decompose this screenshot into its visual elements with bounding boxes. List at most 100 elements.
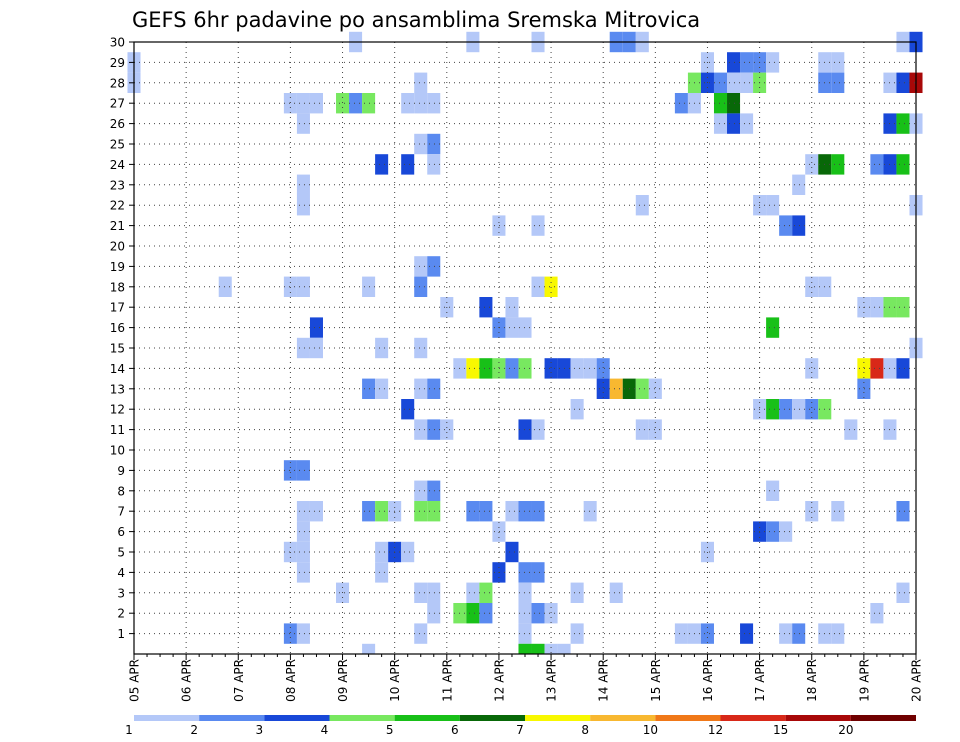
- y-tick-label: 14: [110, 362, 125, 376]
- precip-cell: [479, 501, 493, 522]
- y-tick-label: 3: [117, 586, 125, 600]
- legend-swatch: [134, 715, 200, 721]
- precip-cell: [466, 501, 480, 522]
- precip-cell: [283, 93, 297, 114]
- x-tick-label: 17 APR: [753, 659, 767, 702]
- precip-cell: [401, 541, 415, 563]
- precip-cell: [414, 582, 428, 603]
- precip-cell: [570, 582, 584, 603]
- precip-cell: [766, 480, 780, 501]
- precip-cell: [635, 195, 649, 216]
- precip-cell: [401, 154, 415, 175]
- precip-cell: [870, 297, 884, 318]
- precip-cell: [557, 643, 571, 654]
- precip-cell: [336, 93, 350, 114]
- y-tick-label: 24: [110, 158, 125, 172]
- y-tick-label: 16: [110, 321, 125, 335]
- precip-cell: [805, 399, 819, 420]
- precip-cell: [414, 378, 428, 399]
- precip-cell: [375, 562, 389, 583]
- precip-cell: [779, 521, 793, 542]
- y-tick-label: 21: [110, 219, 125, 233]
- y-tick-label: 6: [117, 525, 125, 539]
- precip-cell: [713, 93, 728, 114]
- precip-cell: [427, 378, 441, 399]
- legend-swatch: [199, 715, 265, 721]
- precip-cell: [296, 501, 310, 522]
- color-legend: 1 2 3 4 5 6 7 8 10 12 15 20: [125, 715, 916, 737]
- precip-cell: [583, 501, 597, 522]
- precip-cell: [831, 72, 845, 93]
- precip-cell: [544, 643, 558, 654]
- y-tick-label: 2: [117, 607, 125, 621]
- precip-cell: [505, 541, 519, 563]
- precip-cell: [896, 501, 910, 522]
- y-tick-label: 5: [117, 546, 125, 560]
- precip-cell: [857, 358, 871, 379]
- precip-cell: [309, 317, 323, 338]
- precip-cell: [427, 480, 441, 501]
- precip-cell: [727, 52, 741, 73]
- precip-cell: [713, 72, 728, 93]
- precip-cell: [805, 154, 819, 175]
- y-tick-label: 17: [110, 301, 125, 315]
- y-tick-label: 23: [110, 178, 125, 192]
- precip-cell: [427, 93, 441, 114]
- precip-cell: [674, 93, 688, 114]
- precip-cell: [648, 419, 662, 440]
- precip-cell: [896, 358, 910, 379]
- y-tick-label: 25: [110, 138, 125, 152]
- precip-cell: [362, 501, 376, 522]
- precip-cell: [505, 501, 519, 522]
- legend-label: 2: [190, 723, 198, 737]
- precip-cell: [375, 154, 389, 175]
- y-tick-label: 13: [110, 382, 125, 396]
- precip-cell: [414, 72, 428, 93]
- precip-cell: [792, 399, 806, 420]
- legend-label: 7: [516, 723, 524, 737]
- y-tick-label: 19: [110, 260, 125, 274]
- precip-cell: [766, 195, 780, 216]
- x-tick-label: 11 APR: [440, 659, 454, 702]
- precip-cell: [596, 378, 610, 399]
- precip-cell: [844, 419, 858, 440]
- y-tick-label: 1: [117, 627, 125, 641]
- x-tick-label: 07 APR: [232, 659, 246, 702]
- y-tick-label: 12: [110, 403, 125, 417]
- precip-cell: [479, 603, 493, 624]
- y-tick-label: 22: [110, 199, 125, 213]
- precip-cell: [296, 195, 310, 216]
- y-tick-label: 18: [110, 280, 125, 294]
- precip-cell: [505, 297, 519, 318]
- precip-cell: [296, 276, 310, 297]
- precip-cell: [296, 541, 310, 563]
- legend-swatch: [590, 715, 656, 721]
- precip-cell: [362, 276, 376, 297]
- precip-cell: [401, 399, 415, 420]
- precip-cell: [896, 72, 910, 93]
- y-tick-label: 26: [110, 117, 125, 131]
- x-tick-label: 08 APR: [284, 659, 298, 702]
- precip-cell: [414, 480, 428, 501]
- precip-cell: [779, 215, 793, 236]
- precip-cell: [896, 113, 910, 134]
- precip-cell: [296, 113, 310, 134]
- precip-cell: [831, 623, 845, 644]
- x-axis: 05 APR 06 APR 07 APR 08 APR 09 APR 10 APR 11 A…: [128, 654, 924, 702]
- x-tick-label: 20 APR: [910, 659, 924, 702]
- precip-cell: [309, 337, 323, 359]
- legend-label: 3: [256, 723, 264, 737]
- precip-cell: [766, 317, 780, 338]
- precip-cell: [674, 623, 688, 644]
- precip-cell: [635, 419, 649, 440]
- precip-cell: [427, 419, 441, 440]
- legend-swatch: [394, 715, 460, 721]
- precip-cell: [466, 582, 480, 603]
- precip-cell: [531, 603, 545, 624]
- precip-cell: [414, 256, 428, 277]
- precip-cell: [440, 419, 454, 440]
- precip-cell: [414, 276, 428, 297]
- y-tick-label: 30: [110, 36, 125, 50]
- precip-cell: [362, 93, 376, 114]
